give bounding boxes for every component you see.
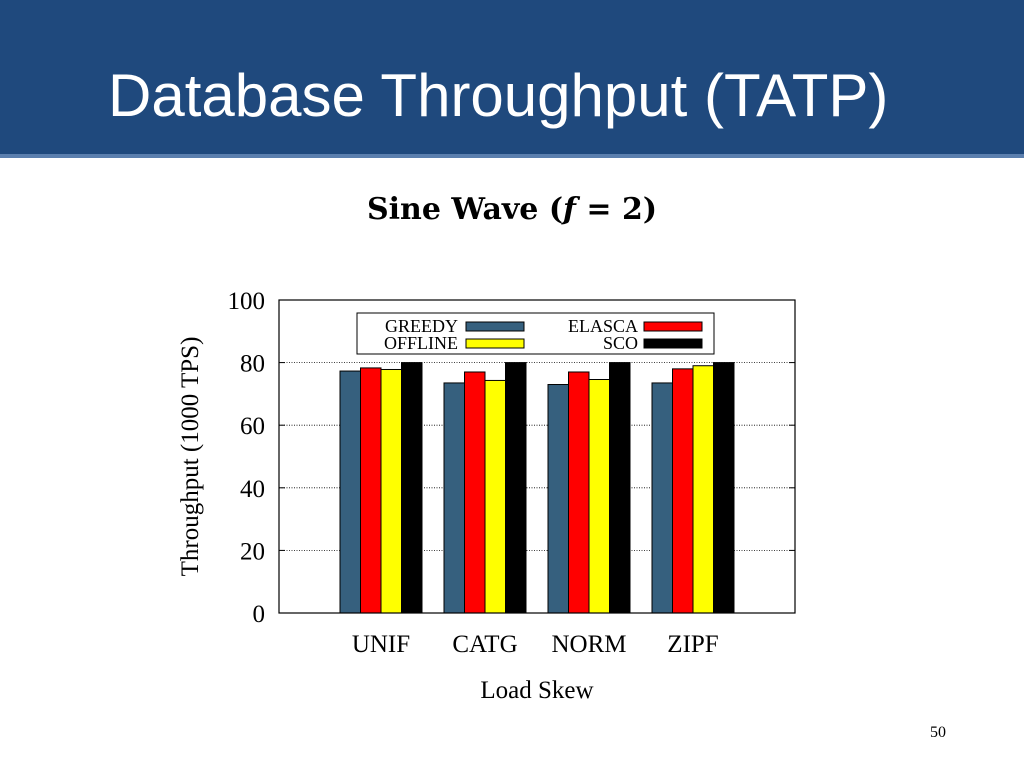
legend-swatch-greedy	[465, 321, 525, 332]
bar-offline-catg	[484, 379, 506, 614]
bar-elasca-norm	[568, 371, 590, 614]
bar-elasca-unif	[360, 367, 382, 614]
y-tick-label-20: 20	[240, 538, 265, 565]
bar-greedy-unif	[339, 370, 361, 614]
bar-greedy-zipf	[651, 382, 673, 614]
bar-offline-unif	[380, 368, 402, 614]
legend-label-sco: SCO	[603, 333, 638, 353]
x-tick-label-norm: NORM	[551, 631, 626, 658]
subtitle-prefix: Sine Wave (	[366, 192, 564, 227]
bar-offline-zipf	[692, 365, 714, 614]
legend-swatch-sco	[643, 338, 703, 349]
x-tick-label-unif: UNIF	[352, 631, 410, 658]
bar-elasca-zipf	[672, 368, 694, 614]
subtitle-suffix: = 2)	[575, 192, 658, 227]
bar-greedy-catg	[443, 382, 465, 614]
legend-label-elasca: ELASCA	[568, 316, 638, 336]
bar-sco-catg	[505, 362, 527, 614]
bar-sco-zipf	[713, 362, 735, 614]
x-tick-label-zipf: ZIPF	[667, 631, 718, 658]
slide-title: Database Throughput (TATP)	[108, 62, 889, 129]
subtitle-variable: f	[563, 192, 576, 227]
legend-label-greedy: GREEDY	[385, 316, 458, 336]
legend-swatch-offline	[465, 338, 525, 349]
bar-sco-norm	[609, 362, 631, 614]
y-tick-label-100: 100	[228, 288, 266, 315]
plot-frame	[278, 299, 796, 614]
x-axis-label: Load Skew	[480, 677, 593, 704]
bar-sco-unif	[401, 362, 423, 614]
chart-subtitle: Sine Wave (f = 2)	[0, 192, 1024, 227]
x-tick-label-catg: CATG	[452, 631, 517, 658]
bar-offline-norm	[588, 379, 610, 614]
y-tick-label-40: 40	[240, 476, 265, 503]
y-tick-label-60: 60	[240, 413, 265, 440]
legend-label-offline: OFFLINE	[384, 333, 458, 353]
y-tick-label-80: 80	[240, 351, 265, 378]
page-number: 50	[930, 724, 946, 741]
title-banner	[0, 0, 1024, 158]
bar-elasca-catg	[464, 371, 486, 614]
y-axis-label: Throughput (1000 TPS)	[177, 337, 204, 577]
bar-greedy-norm	[547, 384, 569, 614]
y-tick-label-0: 0	[253, 601, 266, 628]
throughput-bar-chart: 0 20 40 60 80 100 UNIF CATG NORM ZIPF Load Skew Thr…	[177, 288, 796, 704]
legend-swatch-elasca	[643, 321, 703, 332]
